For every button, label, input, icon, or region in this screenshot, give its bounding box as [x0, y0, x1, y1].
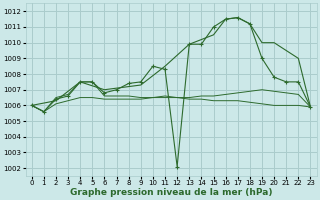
X-axis label: Graphe pression niveau de la mer (hPa): Graphe pression niveau de la mer (hPa) — [70, 188, 272, 197]
